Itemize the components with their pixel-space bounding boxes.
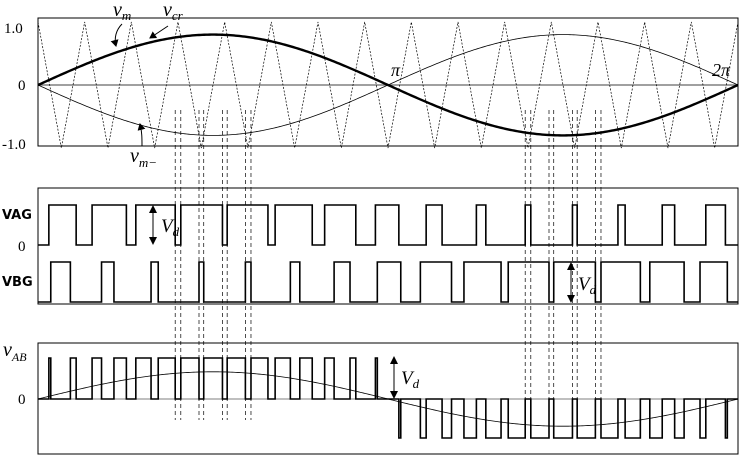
y-axis-min-label: -1.0 — [2, 137, 26, 153]
carrier-wave-line — [37, 21, 739, 149]
vbg-pulse-train — [38, 261, 738, 303]
vbg-label: VBG — [2, 275, 33, 290]
vag-vd-arrowheads — [149, 205, 157, 245]
vm-minus-sine-wave — [37, 34, 739, 136]
vag-vd-label: Vd — [161, 216, 180, 239]
vcr-pointer-arrow — [149, 25, 169, 39]
two-pi-label: 2π — [712, 60, 731, 80]
vm-pointer-arrow — [110, 23, 123, 47]
vcr-label: vcr — [163, 0, 184, 23]
alignment-dashed-lines — [174, 110, 602, 420]
vm-label: vm — [113, 0, 131, 23]
vag-label: VAG — [2, 208, 32, 223]
vag-zero-label: 0 — [18, 239, 26, 255]
vbg-waveform — [38, 261, 738, 303]
vab-waveform — [38, 357, 738, 439]
modulation-waves — [37, 33, 739, 137]
vm-minus-label: vm− — [130, 145, 157, 170]
panel-gate-frame — [37, 187, 739, 305]
y-axis-zero-label: 0 — [18, 78, 26, 94]
vab-vd-label: Vd — [401, 368, 420, 391]
pi-label: π — [391, 60, 401, 80]
vbg-vd-label: Vd — [578, 274, 597, 297]
vab-pulse-train — [37, 357, 739, 439]
vag-waveform — [38, 204, 738, 246]
carrier-triangle-wave — [37, 21, 739, 149]
vm-minus-pointer-arrow — [137, 123, 146, 147]
vab-zero-label: 0 — [18, 392, 26, 408]
panel-carrier-frame — [37, 17, 739, 147]
vag-pulse-train — [38, 204, 738, 246]
vab-label: vAB — [3, 339, 27, 364]
y-axis-max-label: 1.0 — [4, 21, 23, 37]
